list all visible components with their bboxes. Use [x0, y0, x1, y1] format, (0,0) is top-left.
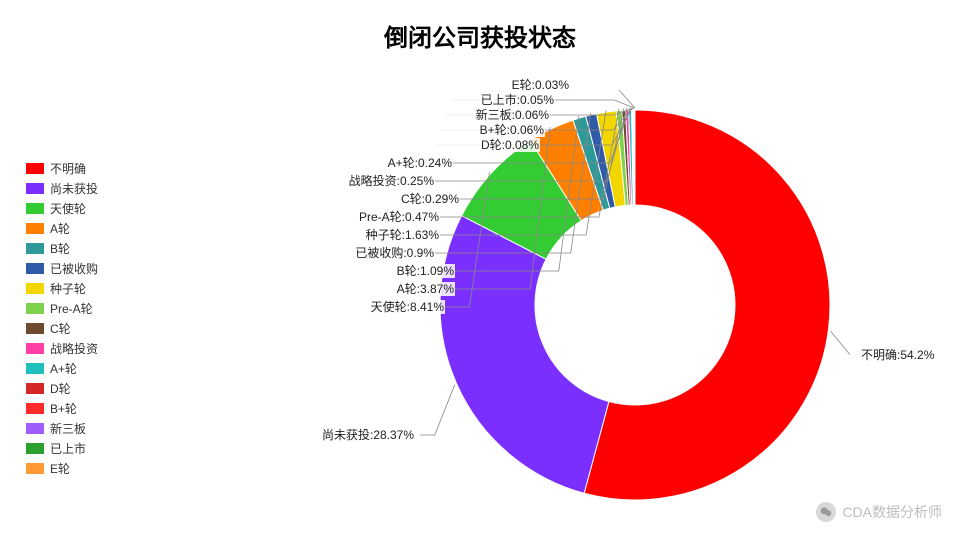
legend-label: D轮 — [50, 380, 71, 397]
callout-label: 不明确:54.2% — [860, 348, 935, 362]
legend-item: Pre-A轮 — [26, 300, 98, 317]
legend-label: C轮 — [50, 320, 71, 337]
donut-chart: 不明确:54.2%尚未获投:28.37%天使轮:8.41%A轮:3.87%B轮:… — [420, 90, 850, 520]
legend-label: B+轮 — [50, 400, 77, 417]
legend-label: B轮 — [50, 240, 70, 257]
legend-label: 尚未获投 — [50, 180, 98, 197]
legend-swatch — [26, 223, 44, 234]
callout-label: 尚未获投:28.37% — [200, 428, 415, 442]
legend-label: 新三板 — [50, 420, 86, 437]
legend-item: 天使轮 — [26, 200, 98, 217]
leader-line — [830, 331, 850, 355]
legend-label: Pre-A轮 — [50, 300, 93, 317]
legend-item: E轮 — [26, 460, 98, 477]
legend-swatch — [26, 443, 44, 454]
legend-item: A轮 — [26, 220, 98, 237]
legend-item: C轮 — [26, 320, 98, 337]
legend-item: B+轮 — [26, 400, 98, 417]
callout-label: 已被收购:0.9% — [220, 246, 435, 260]
legend-swatch — [26, 403, 44, 414]
leader-line — [450, 100, 634, 108]
legend-label: 已上市 — [50, 440, 86, 457]
leader-line — [420, 385, 455, 435]
legend-item: 尚未获投 — [26, 180, 98, 197]
legend-item: D轮 — [26, 380, 98, 397]
legend-swatch — [26, 423, 44, 434]
legend-label: 已被收购 — [50, 260, 98, 277]
legend-swatch — [26, 203, 44, 214]
watermark: CDA数据分析师 — [816, 502, 942, 522]
legend-item: 已被收购 — [26, 260, 98, 277]
wechat-icon — [816, 502, 836, 522]
legend-item: B轮 — [26, 240, 98, 257]
donut-slice — [440, 216, 609, 494]
chart-title-text: 倒闭公司获投状态 — [384, 25, 576, 52]
legend-swatch — [26, 163, 44, 174]
legend-swatch — [26, 463, 44, 474]
chart-title: 倒闭公司获投状态 — [0, 18, 960, 53]
legend-label: 天使轮 — [50, 200, 86, 217]
legend-item: 新三板 — [26, 420, 98, 437]
legend-swatch — [26, 363, 44, 374]
legend-item: 已上市 — [26, 440, 98, 457]
legend-swatch — [26, 323, 44, 334]
legend-swatch — [26, 243, 44, 254]
callout-label: 种子轮:1.63% — [225, 228, 440, 242]
legend: 不明确尚未获投天使轮 A轮 B轮已被收购种子轮 Pre-A轮 C轮战略投资 A+轮 D轮 B+… — [26, 160, 98, 477]
callout-label: 天使轮:8.41% — [230, 300, 445, 314]
legend-label: E轮 — [50, 460, 70, 477]
legend-item: 种子轮 — [26, 280, 98, 297]
legend-label: A轮 — [50, 220, 70, 237]
legend-label: 不明确 — [50, 160, 86, 177]
legend-label: 种子轮 — [50, 280, 86, 297]
donut-svg — [420, 90, 850, 520]
watermark-text: CDA数据分析师 — [842, 502, 942, 522]
callout-label: 战略投资:0.25% — [220, 174, 435, 188]
legend-swatch — [26, 263, 44, 274]
legend-item: 不明确 — [26, 160, 98, 177]
legend-swatch — [26, 303, 44, 314]
callout-label: Pre-A轮:0.47% — [225, 210, 440, 224]
legend-item: 战略投资 — [26, 340, 98, 357]
legend-swatch — [26, 183, 44, 194]
legend-label: 战略投资 — [50, 340, 98, 357]
legend-swatch — [26, 283, 44, 294]
leader-line — [465, 90, 635, 108]
legend-swatch — [26, 383, 44, 394]
legend-item: A+轮 — [26, 360, 98, 377]
legend-label: A+轮 — [50, 360, 77, 377]
legend-swatch — [26, 343, 44, 354]
